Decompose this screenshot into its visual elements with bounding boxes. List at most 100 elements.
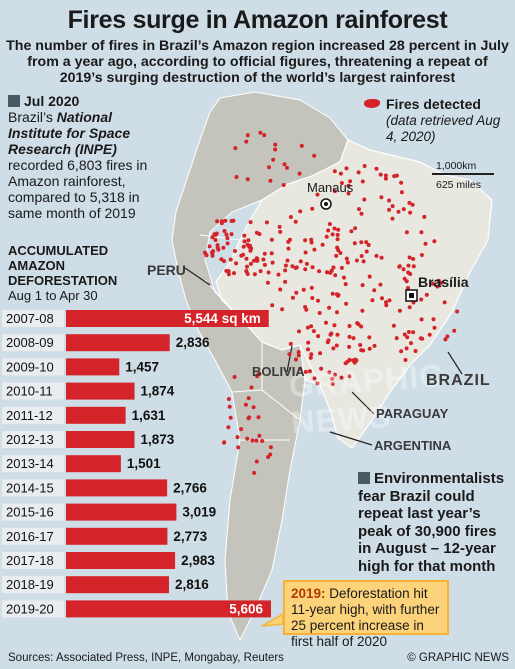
footer-credit: © GRAPHIC NEWS	[407, 652, 509, 664]
fire-dot	[228, 415, 233, 420]
fire-dot	[285, 258, 290, 263]
fire-dot	[303, 305, 308, 309]
brasilia-marker	[405, 289, 418, 302]
fire-dot	[257, 433, 262, 438]
fire-dot	[399, 190, 404, 195]
bar-category-label: 2012-13	[6, 432, 54, 447]
fire-dot	[317, 311, 322, 315]
label-leader-lines	[184, 267, 463, 446]
fire-dot	[276, 272, 281, 277]
fire-dot	[266, 270, 271, 275]
fire-dot	[406, 330, 411, 334]
fire-dot	[265, 280, 270, 285]
deforestation-bar	[66, 455, 121, 473]
fire-dot	[347, 324, 352, 328]
bar-category-label: 2010-11	[6, 384, 53, 399]
fire-dot	[439, 280, 443, 285]
bar-value-label: 5,544 sq km	[184, 311, 261, 326]
july-heading: Jul 2020	[24, 93, 80, 109]
fire-dot	[233, 146, 238, 151]
fire-dot	[229, 232, 234, 237]
fire-dot	[252, 470, 257, 475]
fire-dot	[305, 325, 310, 330]
callout-year: 2019:	[291, 586, 326, 601]
deforestation-bar	[66, 600, 271, 618]
bar-category-bg	[2, 455, 64, 473]
bar-category-label: 2008-09	[6, 335, 54, 350]
fire-dot	[432, 325, 437, 330]
fire-dot	[317, 269, 322, 274]
fire-dot	[431, 317, 436, 322]
bar-category-label: 2016-17	[6, 529, 54, 544]
fire-dot	[351, 336, 356, 341]
fire-dot	[362, 197, 367, 202]
fire-dot	[283, 268, 288, 273]
fire-dot	[309, 324, 314, 329]
fire-dot	[399, 349, 404, 354]
fire-dot	[270, 303, 275, 308]
fire-dot	[367, 274, 372, 279]
fire-dot	[383, 173, 388, 178]
fire-dot	[283, 279, 288, 284]
fire-dot	[312, 153, 317, 158]
fire-dot	[374, 253, 379, 258]
callout-text: Deforestation hit 11-year high, with fur…	[291, 586, 440, 649]
fire-dot	[254, 438, 259, 443]
fire-dot	[354, 258, 359, 263]
fire-dot	[352, 241, 357, 246]
fire-dot	[267, 165, 271, 170]
fire-dot	[348, 179, 353, 184]
fire-dot	[333, 273, 338, 278]
fire-dot	[213, 238, 218, 242]
fire-dot	[210, 253, 215, 258]
fires-legend-label: Fires detected	[386, 96, 481, 112]
square-bullet-icon	[8, 95, 20, 107]
fire-dot	[402, 332, 407, 337]
fire-dot	[223, 218, 228, 223]
fire-dot	[203, 250, 207, 255]
fire-dot	[309, 237, 314, 242]
footer-sources: Sources: Associated Press, INPE, Mongaba…	[8, 652, 284, 664]
bar-category-bg	[2, 358, 64, 376]
fire-dot	[406, 286, 410, 290]
fire-dot	[239, 253, 244, 258]
fire-dot	[443, 337, 448, 342]
fire-dot	[244, 256, 249, 261]
fire-dot	[229, 219, 234, 223]
deforestation-heading: ACCUMULATED AMAZON DEFORESTATION Aug 1 t…	[8, 243, 117, 303]
fire-dot	[346, 183, 351, 188]
fire-dot	[407, 200, 412, 205]
july-text-before: Brazil’s	[8, 109, 53, 125]
fire-dot	[383, 176, 388, 181]
fire-dot	[359, 324, 364, 329]
bar-category-bg	[2, 382, 64, 400]
fire-dot	[342, 275, 346, 280]
fire-dot	[374, 166, 379, 171]
fire-dot	[222, 440, 226, 445]
fire-dot	[277, 224, 282, 229]
map-scale: 1,000km 625 miles	[432, 160, 494, 192]
fire-dot	[236, 445, 241, 450]
fire-dot	[251, 405, 256, 410]
fire-dot	[298, 209, 303, 214]
fire-dot	[270, 260, 275, 265]
fire-dot	[410, 202, 415, 207]
fire-dot	[294, 290, 299, 295]
fire-dot	[297, 171, 302, 176]
fire-dot	[455, 309, 460, 314]
fire-dot	[360, 179, 365, 184]
fire-dot	[319, 366, 324, 371]
fire-dot	[404, 346, 409, 351]
fire-dot	[306, 340, 311, 345]
fire-dot	[408, 272, 413, 276]
fire-dot	[244, 139, 249, 144]
fire-dot	[221, 245, 226, 250]
fire-dot	[422, 214, 427, 219]
fire-dot	[278, 229, 283, 234]
bar-value-label: 2,766	[173, 480, 207, 495]
fire-dot	[212, 232, 217, 237]
fire-dot	[256, 415, 261, 420]
fire-dot	[245, 436, 250, 441]
fire-dot	[335, 245, 340, 250]
bar-category-bg	[2, 406, 64, 424]
